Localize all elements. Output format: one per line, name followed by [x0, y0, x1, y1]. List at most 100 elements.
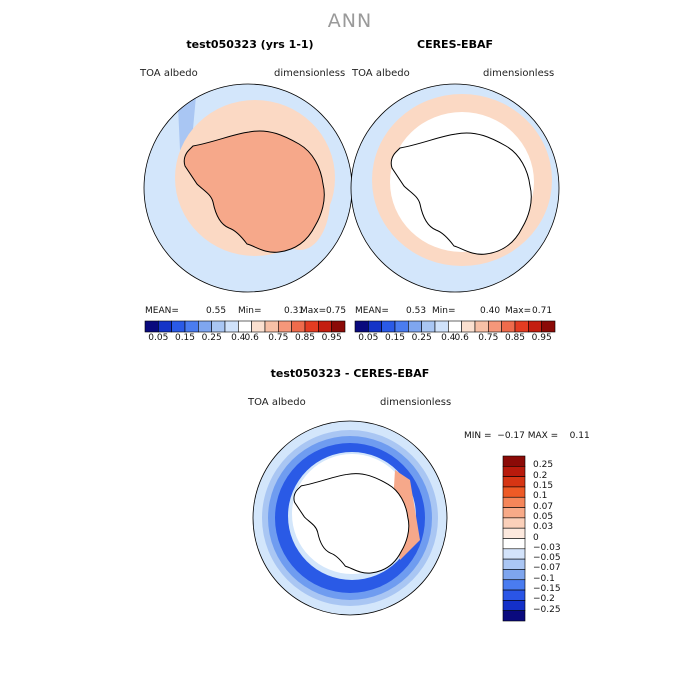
colorbar-swatch: [291, 320, 306, 333]
colorbar-tick-label: 0.6: [244, 333, 259, 343]
colorbar-swatch: [251, 320, 266, 333]
colorbar-swatch: [198, 320, 212, 333]
colorbar-swatch: [158, 320, 172, 333]
panel3-border: [252, 420, 448, 616]
colorbar-swatch: [502, 476, 526, 488]
colorbar-tick-label: 0.75: [268, 333, 289, 343]
colorbar-tick-label: −0.25: [533, 604, 561, 615]
colorbar-swatch: [264, 320, 279, 333]
colorbar-tick-label: 0.2: [533, 470, 548, 481]
colorbar-tick-label: 0.07: [533, 501, 554, 512]
panel1-max: 0.75: [326, 306, 347, 316]
colorbar-panel2: [354, 320, 556, 333]
panel1-min-label: Min=: [238, 306, 262, 316]
colorbar-swatch: [502, 466, 526, 477]
colorbar-swatch: [224, 320, 239, 333]
colorbar-tick-label: 0.4: [231, 333, 246, 343]
panel2-units: dimensionless: [483, 68, 555, 79]
main-title: ANN: [327, 10, 373, 32]
panel2-min-label: Min=: [432, 306, 456, 316]
panel1-min: 0.31: [284, 306, 305, 316]
colorbar-swatch: [238, 320, 252, 333]
colorbar-swatch: [434, 320, 449, 333]
panel1-units: dimensionless: [274, 68, 346, 79]
colorbar-tick-label: 0.95: [321, 333, 342, 343]
colorbar-tick-label: 0.03: [533, 522, 554, 533]
colorbar-swatch: [502, 558, 526, 570]
colorbar-tick-label: 0.75: [478, 333, 499, 343]
colorbar-swatch: [502, 507, 526, 519]
panel1-title: test050323 (yrs 1-1): [186, 38, 314, 51]
colorbar-swatch: [502, 527, 526, 539]
panel3-stats: MIN = −0.17 MAX = 0.11: [464, 431, 590, 441]
colorbar-tick-label: 0.25: [201, 333, 222, 343]
colorbar-swatch: [421, 320, 436, 333]
colorbar-swatch: [318, 320, 332, 333]
colorbar-swatch: [448, 320, 462, 333]
colorbar-tick-label: 0.05: [148, 333, 169, 343]
colorbar-swatch: [541, 320, 556, 333]
colorbar-tick-label: −0.03: [533, 542, 561, 553]
colorbar-swatch: [502, 486, 526, 498]
panel1-mean-label: MEAN=: [145, 306, 179, 316]
colorbar-swatch: [211, 320, 226, 333]
colorbar-panel1: [144, 320, 346, 333]
colorbar-swatch: [514, 320, 529, 333]
panel3-map: [253, 421, 447, 615]
colorbar-swatch: [528, 320, 542, 333]
colorbar-swatch: [488, 320, 502, 333]
colorbar-swatch: [502, 538, 526, 550]
colorbar-tick-label: 0.6: [454, 333, 469, 343]
panel2-max-label: Max=: [505, 306, 532, 316]
colorbar-swatch: [171, 320, 186, 333]
panel1-map: [144, 84, 352, 292]
panel1-mean: 0.55: [206, 306, 227, 316]
panel2-mean: 0.53: [406, 306, 427, 316]
colorbar-swatch: [502, 548, 526, 560]
colorbar-swatch: [278, 320, 292, 333]
colorbar-tick-label: 0.05: [533, 511, 554, 522]
panel1-max-label: Max=: [300, 306, 327, 316]
panel2-border: [350, 83, 560, 293]
colorbar-tick-label: 0.25: [533, 460, 554, 471]
colorbar-tick-label: 0.1: [533, 491, 548, 502]
colorbar-swatch: [502, 579, 526, 591]
colorbar-swatch: [502, 589, 526, 601]
panel2-variable: TOA albedo: [352, 68, 410, 79]
panel2-min: 0.40: [480, 306, 501, 316]
colorbar-swatch: [502, 517, 526, 529]
colorbar-tick-label: 0: [533, 532, 539, 543]
panel2-max: 0.71: [532, 306, 553, 316]
panel2-title: CERES-EBAF: [417, 38, 493, 51]
colorbar-tick-label: 0.05: [358, 333, 379, 343]
colorbar-swatch: [474, 320, 489, 333]
panel3-title: test050323 - CERES-EBAF: [270, 367, 430, 380]
colorbar-swatch: [502, 610, 526, 622]
colorbar-swatch: [502, 569, 526, 581]
colorbar-swatch: [304, 320, 319, 333]
colorbar-swatch: [381, 320, 396, 333]
colorbar-tick-label: 0.15: [174, 333, 196, 343]
panel2-map: [351, 84, 559, 292]
colorbar-tick-label: 0.15: [533, 480, 554, 491]
colorbar-swatch: [184, 320, 199, 333]
colorbar-tick-label: 0.95: [531, 333, 552, 343]
colorbar-tick-label: 0.85: [294, 333, 316, 343]
colorbar-swatch: [502, 600, 526, 611]
colorbar-swatch: [354, 320, 369, 333]
colorbar-swatch: [502, 455, 526, 467]
colorbar-swatch: [502, 496, 526, 508]
colorbar-tick-label: 0.85: [504, 333, 526, 343]
colorbar-tick-label: 0.25: [411, 333, 432, 343]
colorbar-swatch: [408, 320, 422, 333]
colorbar-tick-label: −0.15: [533, 584, 561, 595]
colorbar-swatch: [331, 320, 346, 333]
colorbar-tick-label: −0.05: [533, 553, 561, 564]
panel3-units: dimensionless: [380, 397, 452, 408]
colorbar-swatch: [461, 320, 476, 333]
colorbar-tick-label: −0.2: [533, 594, 555, 605]
colorbar-tick-label: 0.4: [441, 333, 456, 343]
colorbar-tick-label: 0.15: [384, 333, 406, 343]
colorbar-swatch: [394, 320, 409, 333]
